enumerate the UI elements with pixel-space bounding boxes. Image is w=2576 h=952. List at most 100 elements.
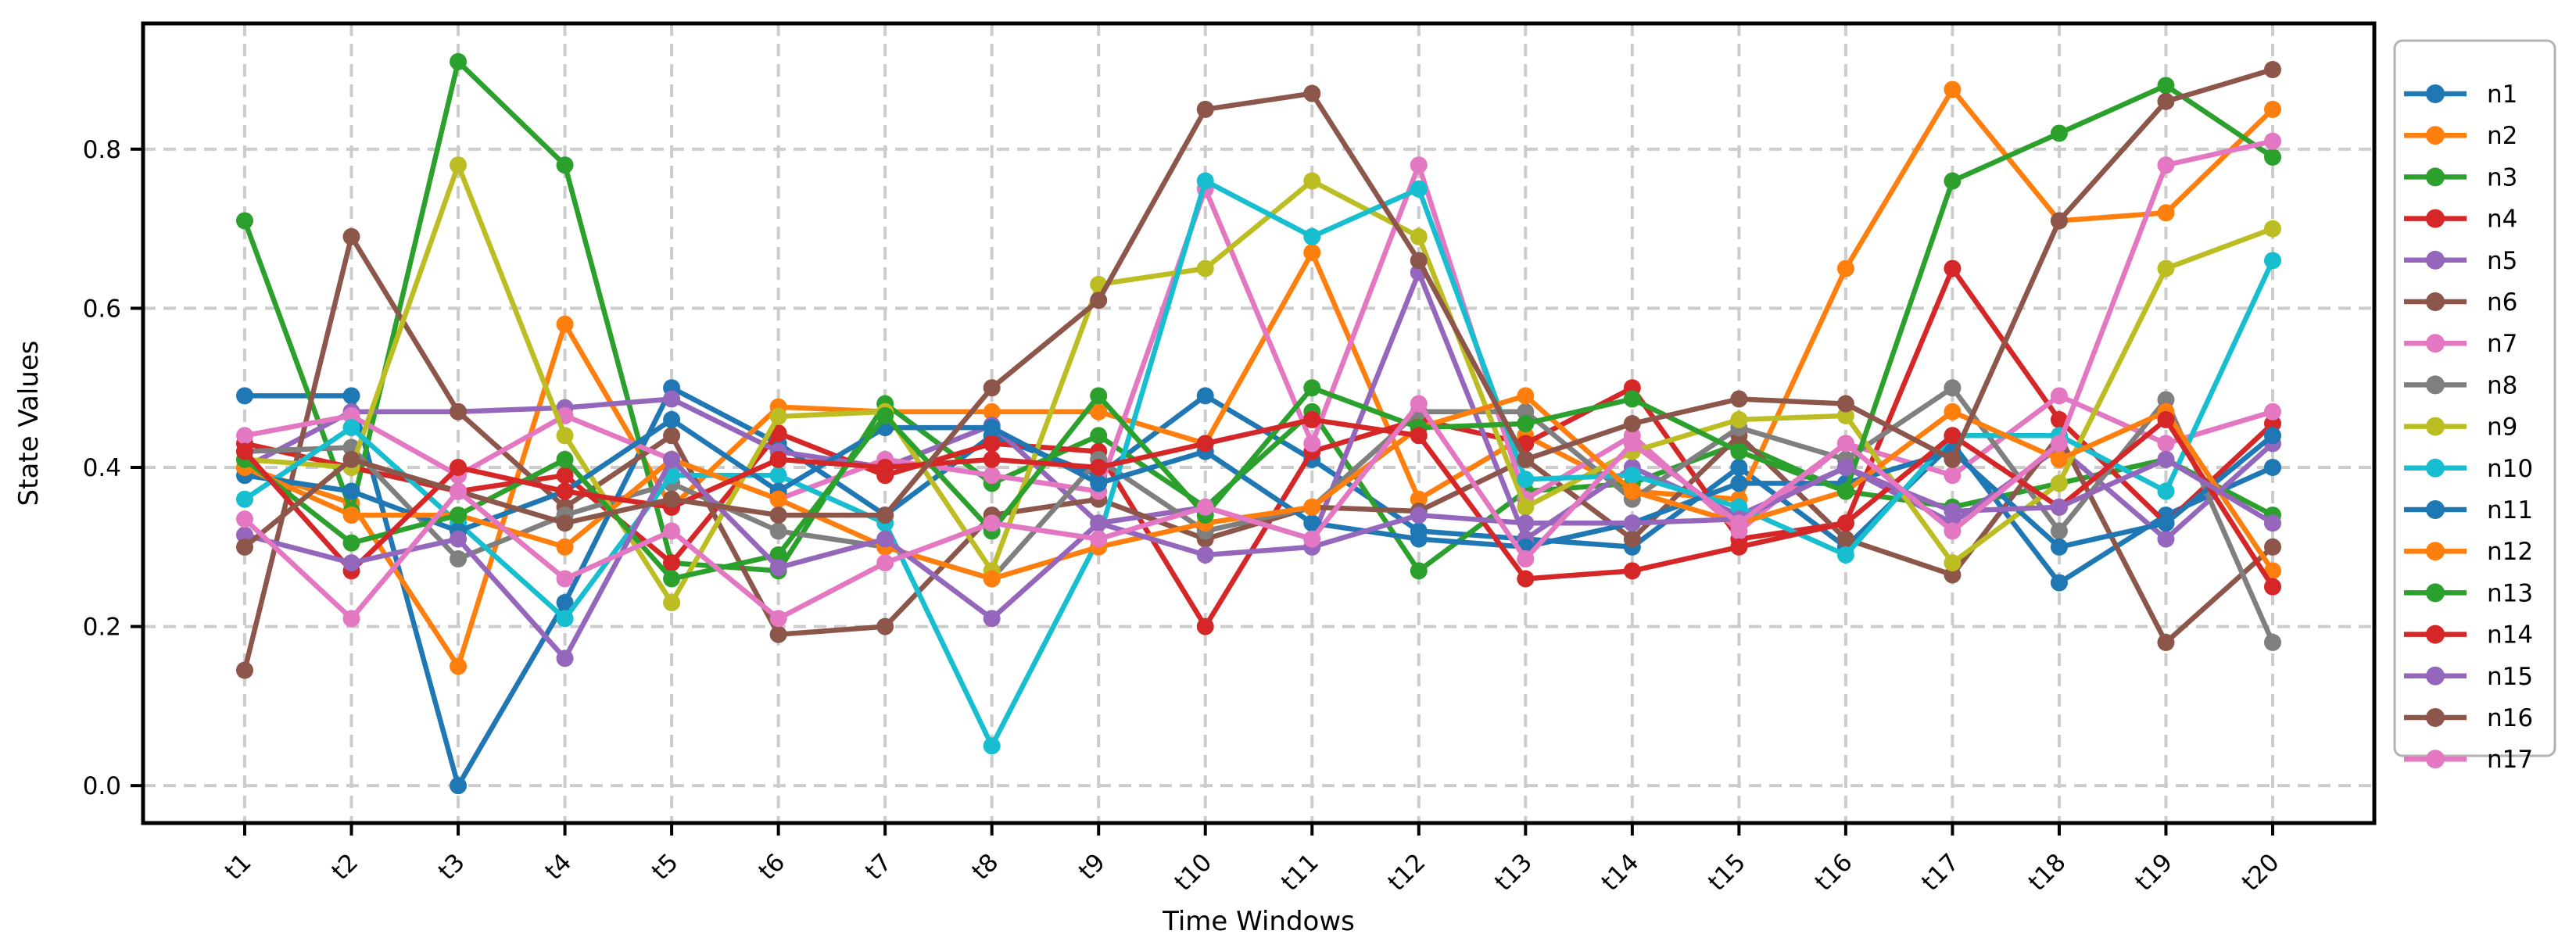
data-point-n16-t1[interactable]: [236, 538, 253, 556]
data-point-n9-t5[interactable]: [663, 594, 681, 612]
data-point-n14-t10[interactable]: [1196, 435, 1214, 453]
legend-label-n17[interactable]: n17: [2487, 746, 2533, 774]
data-point-n9-t6[interactable]: [769, 407, 787, 425]
data-point-n2-t3[interactable]: [450, 657, 468, 675]
data-point-n10-t2[interactable]: [342, 419, 360, 437]
data-point-n7-t11[interactable]: [1303, 435, 1321, 453]
data-point-n14-t19[interactable]: [2157, 410, 2175, 428]
data-point-n6-t2[interactable]: [342, 227, 360, 245]
data-point-n16-t7[interactable]: [876, 506, 894, 524]
data-point-n15-t6[interactable]: [769, 559, 787, 577]
data-point-n17-t5[interactable]: [663, 522, 681, 540]
data-point-n15-t5[interactable]: [663, 450, 681, 468]
data-point-n13-t18[interactable]: [2050, 124, 2068, 142]
data-point-n10-t4[interactable]: [556, 610, 574, 628]
data-point-n5-t19[interactable]: [2157, 530, 2175, 548]
data-point-n17-t19[interactable]: [2157, 156, 2175, 174]
data-point-n10-t1[interactable]: [236, 490, 253, 508]
data-point-n14-t8[interactable]: [983, 450, 1001, 468]
data-point-n13-t15[interactable]: [1730, 442, 1748, 460]
data-point-n1-t18[interactable]: [2050, 574, 2068, 592]
data-point-n8-t19[interactable]: [2157, 391, 2175, 409]
data-point-n9-t12[interactable]: [1410, 227, 1428, 245]
data-point-n11-t8[interactable]: [983, 419, 1001, 437]
data-point-n8-t6[interactable]: [769, 522, 787, 540]
data-point-n15-t17[interactable]: [1944, 502, 1962, 520]
data-point-n13-t4[interactable]: [556, 450, 574, 468]
data-point-n3-t9[interactable]: [1090, 427, 1108, 445]
data-point-n14-t11[interactable]: [1303, 410, 1321, 428]
data-point-n16-t19[interactable]: [2157, 92, 2175, 110]
legend-label-n16[interactable]: n16: [2487, 704, 2533, 732]
data-point-n15-t20[interactable]: [2264, 514, 2281, 532]
data-point-n14-t6[interactable]: [769, 450, 787, 468]
data-point-n16-t6[interactable]: [769, 506, 787, 524]
data-point-n9-t4[interactable]: [556, 427, 574, 445]
data-point-n17-t18[interactable]: [2050, 435, 2068, 453]
data-point-n17-t12[interactable]: [1410, 395, 1428, 413]
data-point-n14-t20[interactable]: [2264, 578, 2281, 596]
data-point-n9-t19[interactable]: [2157, 259, 2175, 277]
data-point-n6-t1[interactable]: [236, 661, 253, 679]
data-point-n13-t2[interactable]: [342, 534, 360, 552]
data-point-n11-t15[interactable]: [1730, 474, 1748, 492]
data-point-n16-t15[interactable]: [1730, 390, 1748, 408]
data-point-n11-t12[interactable]: [1410, 530, 1428, 548]
data-point-n12-t14[interactable]: [1623, 482, 1641, 500]
data-point-n10-t12[interactable]: [1410, 180, 1428, 198]
data-point-n7-t20[interactable]: [2264, 403, 2281, 421]
data-point-n15-t13[interactable]: [1517, 514, 1535, 532]
data-point-n11-t19[interactable]: [2157, 514, 2175, 532]
data-point-n10-t10[interactable]: [1196, 172, 1214, 190]
data-point-n10-t14[interactable]: [1623, 467, 1641, 485]
data-point-n7-t18[interactable]: [2050, 387, 2068, 405]
data-point-n4-t4[interactable]: [556, 467, 574, 485]
data-point-n9-t20[interactable]: [2264, 220, 2281, 238]
data-point-n17-t7[interactable]: [876, 554, 894, 572]
data-point-n11-t9[interactable]: [1090, 474, 1108, 492]
data-point-n5-t5[interactable]: [663, 390, 681, 408]
legend-label-n10[interactable]: n10: [2487, 455, 2533, 483]
data-point-n2-t20[interactable]: [2264, 100, 2281, 118]
data-point-n12-t6[interactable]: [769, 490, 787, 508]
data-point-n17-t11[interactable]: [1303, 530, 1321, 548]
data-point-n7-t1[interactable]: [236, 427, 253, 445]
data-point-n17-t1[interactable]: [236, 510, 253, 528]
data-point-n15-t2[interactable]: [342, 554, 360, 572]
data-point-n13-t19[interactable]: [2157, 77, 2175, 95]
data-point-n2-t4[interactable]: [556, 315, 574, 333]
data-point-n1-t10[interactable]: [1196, 387, 1214, 405]
data-point-n2-t8[interactable]: [983, 403, 1001, 421]
data-point-n13-t7[interactable]: [876, 406, 894, 424]
data-point-n17-t3[interactable]: [450, 482, 468, 500]
data-point-n10-t11[interactable]: [1303, 227, 1321, 245]
legend-label-n12[interactable]: n12: [2487, 538, 2533, 566]
data-point-n16-t12[interactable]: [1410, 252, 1428, 270]
data-point-n13-t3[interactable]: [450, 506, 468, 524]
data-point-n12-t20[interactable]: [2264, 562, 2281, 580]
legend-label-n11[interactable]: n11: [2487, 496, 2533, 524]
data-point-n2-t11[interactable]: [1303, 244, 1321, 262]
legend-label-n6[interactable]: n6: [2487, 288, 2517, 317]
data-point-n13-t6[interactable]: [769, 546, 787, 564]
data-point-n9-t13[interactable]: [1517, 498, 1535, 516]
data-point-n16-t20[interactable]: [2264, 61, 2281, 79]
data-point-n15-t4[interactable]: [556, 650, 574, 667]
data-point-n1-t4[interactable]: [556, 594, 574, 612]
data-point-n2-t19[interactable]: [2157, 204, 2175, 222]
legend-label-n13[interactable]: n13: [2487, 579, 2533, 607]
data-point-n11-t20[interactable]: [2264, 427, 2281, 445]
data-point-n17-t9[interactable]: [1090, 530, 1108, 548]
data-point-n9-t15[interactable]: [1730, 410, 1748, 428]
data-point-n4-t18[interactable]: [2050, 410, 2068, 428]
data-point-n13-t13[interactable]: [1517, 415, 1535, 433]
data-point-n17-t2[interactable]: [342, 610, 360, 628]
data-point-n15-t9[interactable]: [1090, 514, 1108, 532]
data-point-n6-t19[interactable]: [2157, 633, 2175, 651]
legend-label-n9[interactable]: n9: [2487, 413, 2517, 442]
data-point-n2-t9[interactable]: [1090, 403, 1108, 421]
data-point-n10-t15[interactable]: [1730, 498, 1748, 516]
data-point-n7-t19[interactable]: [2157, 435, 2175, 453]
data-point-n2-t12[interactable]: [1410, 490, 1428, 508]
data-point-n14-t15[interactable]: [1730, 538, 1748, 556]
